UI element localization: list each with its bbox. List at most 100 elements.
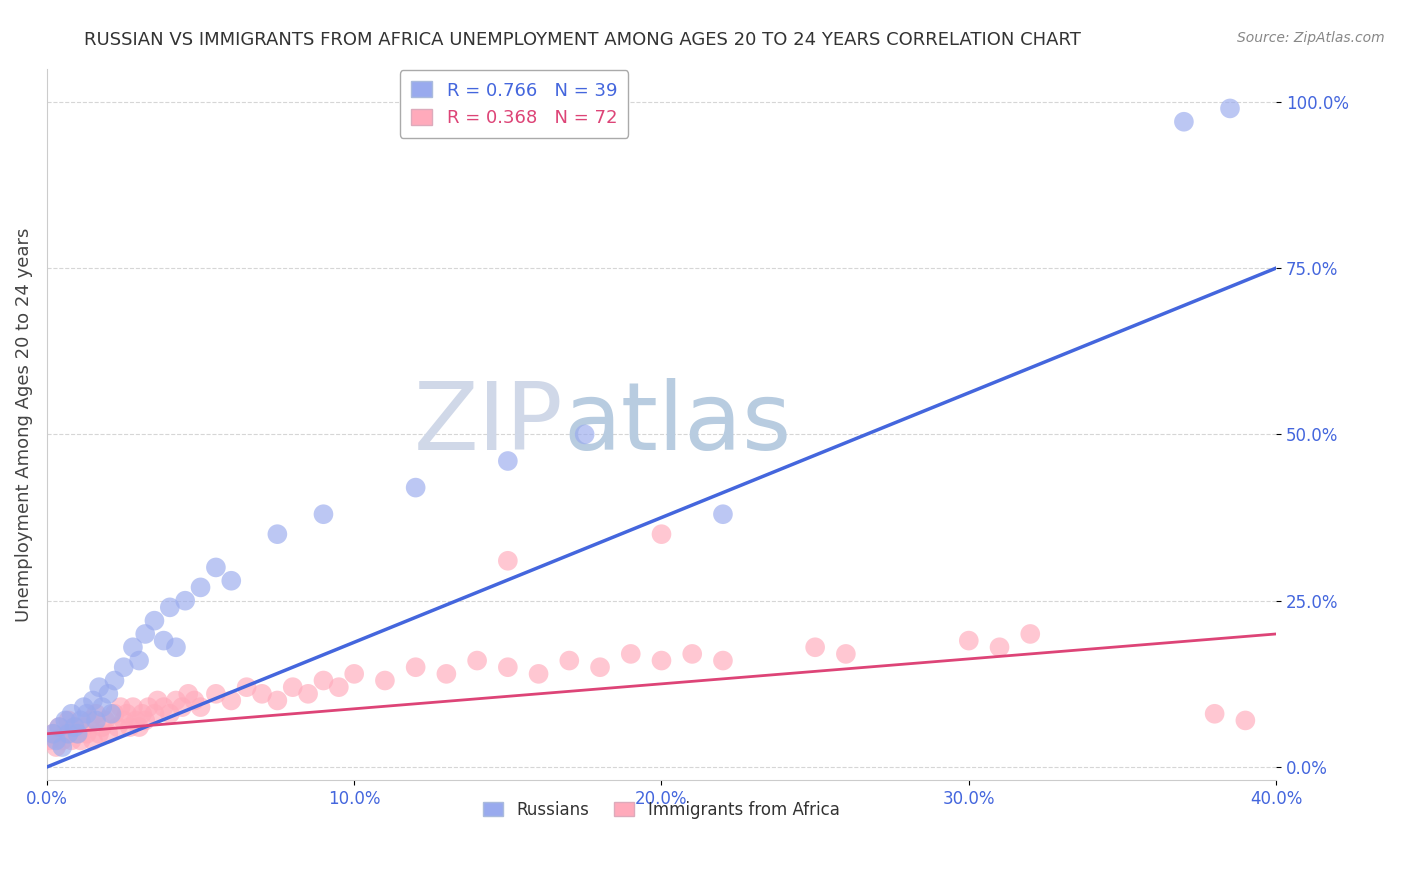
Point	[165, 693, 187, 707]
Point	[1234, 714, 1257, 728]
Text: Source: ZipAtlas.com: Source: ZipAtlas.com	[1237, 31, 1385, 45]
Point	[122, 640, 145, 655]
Point	[205, 687, 228, 701]
Point	[177, 687, 200, 701]
Point	[250, 687, 273, 701]
Point	[76, 727, 98, 741]
Point	[128, 654, 150, 668]
Text: RUSSIAN VS IMMIGRANTS FROM AFRICA UNEMPLOYMENT AMONG AGES 20 TO 24 YEARS CORRELA: RUSSIAN VS IMMIGRANTS FROM AFRICA UNEMPL…	[84, 31, 1081, 49]
Point	[165, 640, 187, 655]
Point	[174, 593, 197, 607]
Point	[110, 700, 132, 714]
Point	[205, 560, 228, 574]
Point	[125, 714, 148, 728]
Point	[115, 706, 138, 721]
Point	[159, 600, 181, 615]
Point	[650, 654, 672, 668]
Point	[172, 700, 194, 714]
Point	[45, 733, 67, 747]
Point	[103, 673, 125, 688]
Point	[1019, 627, 1042, 641]
Point	[1204, 706, 1226, 721]
Point	[297, 687, 319, 701]
Text: atlas: atlas	[564, 378, 792, 470]
Point	[82, 693, 104, 707]
Point	[558, 654, 581, 668]
Point	[89, 727, 111, 741]
Point	[143, 614, 166, 628]
Point	[73, 700, 96, 714]
Point	[42, 727, 65, 741]
Point	[146, 693, 169, 707]
Point	[48, 720, 70, 734]
Point	[266, 693, 288, 707]
Point	[103, 706, 125, 721]
Point	[48, 720, 70, 734]
Point	[69, 733, 91, 747]
Text: ZIP: ZIP	[413, 378, 564, 470]
Point	[45, 739, 67, 754]
Point	[84, 706, 107, 721]
Point	[374, 673, 396, 688]
Point	[69, 714, 91, 728]
Point	[219, 693, 242, 707]
Point	[1173, 114, 1195, 128]
Point	[84, 714, 107, 728]
Point	[122, 700, 145, 714]
Point	[496, 660, 519, 674]
Point	[159, 706, 181, 721]
Point	[112, 660, 135, 674]
Point	[97, 687, 120, 701]
Point	[219, 574, 242, 588]
Point	[66, 727, 89, 741]
Point	[190, 700, 212, 714]
Point	[405, 481, 427, 495]
Point	[183, 693, 205, 707]
Point	[711, 654, 734, 668]
Point	[107, 720, 129, 734]
Point	[112, 714, 135, 728]
Point	[235, 680, 257, 694]
Point	[190, 581, 212, 595]
Point	[804, 640, 827, 655]
Point	[281, 680, 304, 694]
Legend: Russians, Immigrants from Africa: Russians, Immigrants from Africa	[477, 794, 846, 825]
Point	[620, 647, 643, 661]
Point	[574, 427, 596, 442]
Y-axis label: Unemployment Among Ages 20 to 24 years: Unemployment Among Ages 20 to 24 years	[15, 227, 32, 622]
Point	[343, 666, 366, 681]
Point	[434, 666, 457, 681]
Point	[589, 660, 612, 674]
Point	[496, 554, 519, 568]
Point	[63, 720, 86, 734]
Point	[405, 660, 427, 674]
Point	[79, 714, 101, 728]
Point	[134, 627, 156, 641]
Point	[82, 733, 104, 747]
Point	[1219, 102, 1241, 116]
Point	[143, 706, 166, 721]
Point	[650, 527, 672, 541]
Point	[835, 647, 858, 661]
Point	[131, 706, 153, 721]
Point	[53, 727, 76, 741]
Point	[97, 727, 120, 741]
Point	[53, 714, 76, 728]
Point	[39, 733, 62, 747]
Point	[58, 727, 80, 741]
Point	[58, 714, 80, 728]
Point	[957, 633, 980, 648]
Point	[266, 527, 288, 541]
Point	[152, 700, 174, 714]
Point	[136, 700, 159, 714]
Point	[66, 727, 89, 741]
Point	[465, 654, 488, 668]
Point	[89, 680, 111, 694]
Point	[128, 720, 150, 734]
Point	[527, 666, 550, 681]
Point	[312, 673, 335, 688]
Point	[60, 733, 83, 747]
Point	[91, 720, 114, 734]
Point	[988, 640, 1011, 655]
Point	[496, 454, 519, 468]
